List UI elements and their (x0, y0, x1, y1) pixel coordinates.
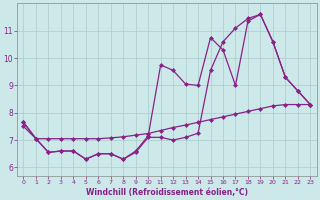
X-axis label: Windchill (Refroidissement éolien,°C): Windchill (Refroidissement éolien,°C) (86, 188, 248, 197)
